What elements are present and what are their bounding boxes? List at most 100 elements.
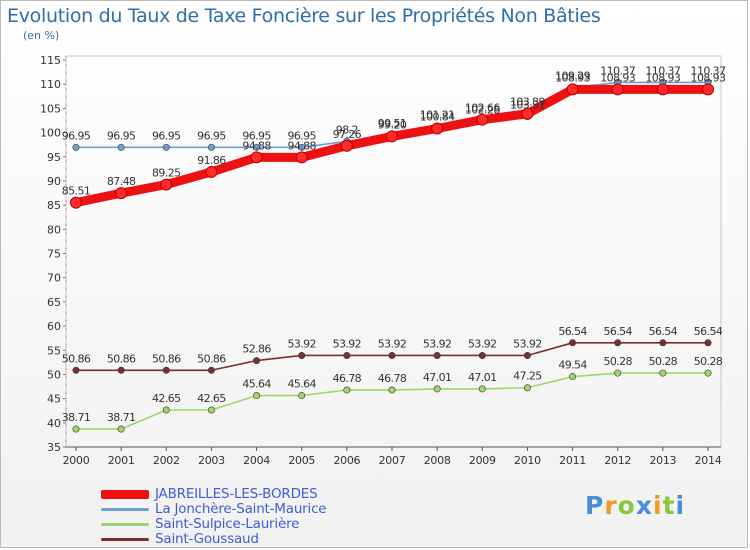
data-label: 99.20 xyxy=(378,118,407,131)
x-tick-label: 2006 xyxy=(333,454,360,467)
data-label: 89.25 xyxy=(152,167,181,180)
y-tick-label: 45 xyxy=(47,393,61,406)
data-point xyxy=(659,339,667,347)
data-label: 96.95 xyxy=(197,129,226,142)
data-point xyxy=(250,151,263,164)
data-label: 94.88 xyxy=(287,139,316,152)
data-point xyxy=(656,83,669,96)
y-tick-label: 55 xyxy=(47,344,61,357)
data-point xyxy=(478,385,486,393)
x-tick-label: 2011 xyxy=(559,454,586,467)
data-point xyxy=(611,83,624,96)
x-tick-label: 2010 xyxy=(514,454,541,467)
x-tick-label: 2013 xyxy=(649,454,676,467)
x-tick-label: 2014 xyxy=(695,454,722,467)
x-tick-label: 2012 xyxy=(604,454,631,467)
x-tick-label: 2009 xyxy=(469,454,496,467)
y-tick-label: 60 xyxy=(47,320,61,333)
data-label: 50.28 xyxy=(603,355,632,368)
y-tick-label: 85 xyxy=(47,199,61,212)
data-point xyxy=(431,122,444,135)
legend-item-jabreilles: JABREILLES-LES-BORDES xyxy=(101,487,326,502)
data-point xyxy=(476,113,489,126)
logo-letter: t xyxy=(662,491,676,520)
data-label: 50.86 xyxy=(152,352,181,365)
data-point xyxy=(70,196,82,209)
x-tick-label: 2004 xyxy=(243,454,270,467)
data-label: 109.29 xyxy=(555,70,590,83)
data-label: 110.37 xyxy=(645,64,680,77)
data-label: 46.78 xyxy=(333,372,362,385)
data-point xyxy=(523,384,531,392)
x-tick-label: 2001 xyxy=(108,454,135,467)
data-label: 50.28 xyxy=(649,355,678,368)
data-label: 42.65 xyxy=(152,392,181,405)
data-point xyxy=(433,385,441,393)
data-label: 56.54 xyxy=(694,325,723,338)
logo-letter: P xyxy=(585,491,605,520)
chart-title: Evolution du Taux de Taxe Foncière sur l… xyxy=(7,5,601,27)
data-point xyxy=(253,357,261,365)
data-label: 50.28 xyxy=(694,355,723,368)
data-point xyxy=(253,392,261,400)
y-tick-label: 50 xyxy=(47,368,61,381)
x-tick-label: 2005 xyxy=(288,454,315,467)
y-tick-label: 110 xyxy=(40,78,61,91)
y-tick-label: 95 xyxy=(47,151,61,164)
y-tick-label: 105 xyxy=(40,102,61,115)
data-point xyxy=(614,339,622,347)
y-tick-label: 115 xyxy=(40,54,61,67)
data-label: 53.92 xyxy=(423,337,452,350)
data-point xyxy=(253,143,261,151)
data-label: 103.31 xyxy=(510,99,545,112)
y-tick-label: 35 xyxy=(47,441,61,454)
data-point xyxy=(72,143,80,151)
data-point xyxy=(433,351,441,359)
data-point xyxy=(162,143,170,151)
data-point xyxy=(521,107,534,120)
data-label: 50.86 xyxy=(107,352,136,365)
data-label: 47.01 xyxy=(468,371,497,384)
y-tick-label: 65 xyxy=(47,296,61,309)
data-point xyxy=(298,392,306,400)
x-tick-label: 2000 xyxy=(63,454,90,467)
data-label: 45.64 xyxy=(242,378,271,391)
data-label: 56.54 xyxy=(558,325,587,338)
data-point xyxy=(298,351,306,359)
legend-swatch xyxy=(101,508,149,511)
data-label: 96.95 xyxy=(107,129,136,142)
data-label: 87.48 xyxy=(107,175,136,188)
data-label: 85.51 xyxy=(62,185,91,198)
data-label: 96.95 xyxy=(62,129,91,142)
data-point xyxy=(614,369,622,377)
data-point xyxy=(569,373,577,381)
legend-label: Saint-Sulpice-Laurière xyxy=(155,516,300,532)
data-label: 110.37 xyxy=(691,64,726,77)
data-label: 108.93 xyxy=(691,71,726,84)
data-label: 102.66 xyxy=(465,102,500,115)
data-label: 49.54 xyxy=(558,359,587,372)
data-label: 103.89 xyxy=(510,96,545,109)
data-label: 45.64 xyxy=(287,378,316,391)
data-label: 96.95 xyxy=(242,129,271,142)
legend-item-la-jonchere: La Jonchère-Saint-Maurice xyxy=(101,502,327,517)
data-point xyxy=(205,165,218,178)
y-tick-label: 90 xyxy=(47,175,61,188)
data-point xyxy=(659,369,667,377)
data-label: 53.92 xyxy=(287,337,316,350)
data-point xyxy=(115,187,128,200)
data-label: 38.71 xyxy=(107,411,136,424)
logo-letter: x xyxy=(635,491,653,520)
data-label: 38.71 xyxy=(62,411,91,424)
y-tick-label: 40 xyxy=(47,417,61,430)
data-label: 99.51 xyxy=(378,117,407,130)
data-label: 56.54 xyxy=(603,325,632,338)
legend-label: JABREILLES-LES-BORDES xyxy=(155,486,318,502)
data-label: 100.84 xyxy=(420,110,455,123)
data-point xyxy=(298,143,306,151)
data-label: 50.86 xyxy=(197,352,226,365)
chart-legend: JABREILLES-LES-BORDES La Jonchère-Saint-… xyxy=(101,487,327,547)
data-point xyxy=(207,143,215,151)
